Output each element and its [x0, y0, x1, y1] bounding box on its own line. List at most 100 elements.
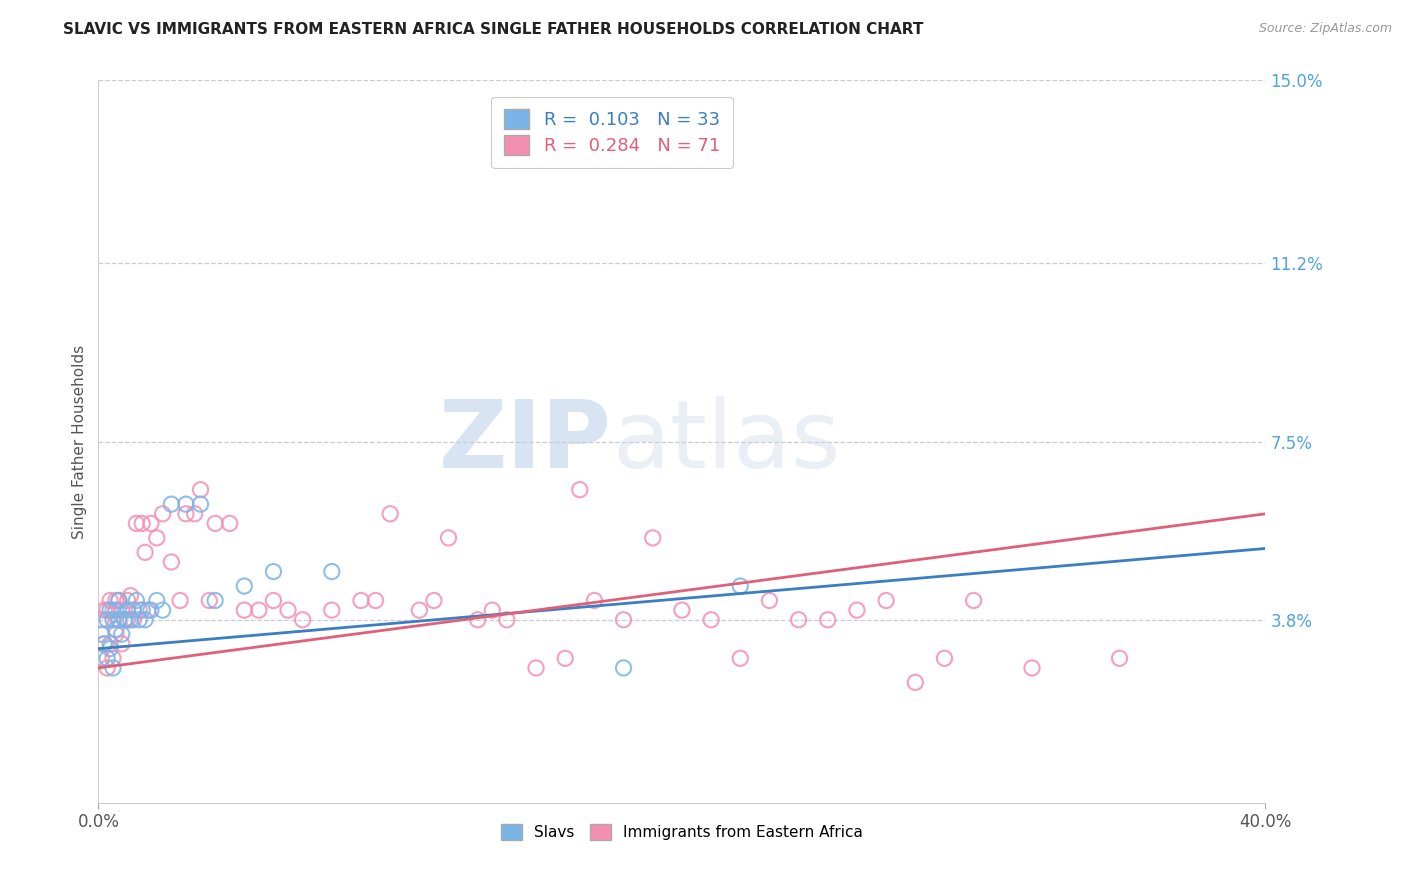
Point	[98, 641, 121, 656]
Point	[198, 593, 221, 607]
Point	[152, 603, 174, 617]
Point	[904, 675, 927, 690]
Point	[962, 593, 984, 607]
Point	[612, 613, 634, 627]
Point	[104, 623, 127, 637]
Point	[934, 651, 956, 665]
Point	[90, 651, 112, 665]
Point	[160, 497, 183, 511]
Point	[152, 507, 174, 521]
Point	[96, 613, 118, 627]
Text: ZIP: ZIP	[439, 395, 612, 488]
Point	[321, 603, 343, 617]
Point	[104, 593, 127, 607]
Point	[108, 613, 131, 627]
Point	[247, 603, 270, 617]
Point	[291, 613, 314, 627]
Point	[90, 627, 112, 641]
Point	[131, 516, 153, 531]
Point	[136, 603, 159, 617]
Point	[125, 516, 148, 531]
Point	[114, 613, 136, 627]
Point	[90, 613, 112, 627]
Point	[846, 603, 869, 617]
Point	[117, 613, 139, 627]
Point	[98, 593, 121, 607]
Point	[108, 593, 131, 607]
Point	[114, 613, 136, 627]
Point	[122, 603, 145, 617]
Point	[380, 507, 402, 521]
Point	[204, 516, 226, 531]
Point	[1021, 661, 1043, 675]
Point	[233, 579, 256, 593]
Point	[612, 661, 634, 675]
Point	[96, 661, 118, 675]
Point	[128, 613, 150, 627]
Point	[787, 613, 810, 627]
Point	[350, 593, 373, 607]
Point	[108, 613, 131, 627]
Point	[364, 593, 387, 607]
Point	[190, 497, 212, 511]
Point	[190, 483, 212, 497]
Point	[117, 603, 139, 617]
Point	[101, 651, 124, 665]
Point	[98, 637, 121, 651]
Point	[96, 651, 118, 665]
Point	[671, 603, 693, 617]
Point	[408, 603, 430, 617]
Point	[641, 531, 664, 545]
Point	[554, 651, 576, 665]
Point	[183, 507, 205, 521]
Point	[117, 593, 139, 607]
Point	[139, 603, 162, 617]
Point	[321, 565, 343, 579]
Point	[730, 651, 752, 665]
Point	[101, 603, 124, 617]
Point	[111, 627, 134, 641]
Point	[437, 531, 460, 545]
Point	[125, 593, 148, 607]
Point	[160, 555, 183, 569]
Point	[101, 661, 124, 675]
Point	[730, 579, 752, 593]
Point	[174, 497, 197, 511]
Text: atlas: atlas	[612, 395, 841, 488]
Point	[1108, 651, 1130, 665]
Point	[423, 593, 446, 607]
Point	[146, 531, 169, 545]
Point	[583, 593, 606, 607]
Point	[817, 613, 839, 627]
Point	[262, 565, 284, 579]
Point	[568, 483, 591, 497]
Point	[93, 637, 115, 651]
Point	[169, 593, 191, 607]
Point	[128, 603, 150, 617]
Point	[524, 661, 547, 675]
Point	[758, 593, 780, 607]
Point	[700, 613, 723, 627]
Point	[120, 589, 142, 603]
Point	[111, 603, 134, 617]
Point	[120, 613, 142, 627]
Point	[146, 593, 169, 607]
Text: Source: ZipAtlas.com: Source: ZipAtlas.com	[1258, 22, 1392, 36]
Point	[104, 603, 127, 617]
Point	[134, 613, 156, 627]
Point	[277, 603, 299, 617]
Point	[139, 516, 162, 531]
Point	[262, 593, 284, 607]
Point	[98, 603, 121, 617]
Point	[233, 603, 256, 617]
Point	[134, 545, 156, 559]
Point	[481, 603, 503, 617]
Point	[467, 613, 489, 627]
Legend: Slavs, Immigrants from Eastern Africa: Slavs, Immigrants from Eastern Africa	[491, 815, 873, 849]
Point	[218, 516, 240, 531]
Point	[174, 507, 197, 521]
Y-axis label: Single Father Households: Single Father Households	[72, 344, 87, 539]
Point	[93, 637, 115, 651]
Point	[104, 627, 127, 641]
Point	[96, 603, 118, 617]
